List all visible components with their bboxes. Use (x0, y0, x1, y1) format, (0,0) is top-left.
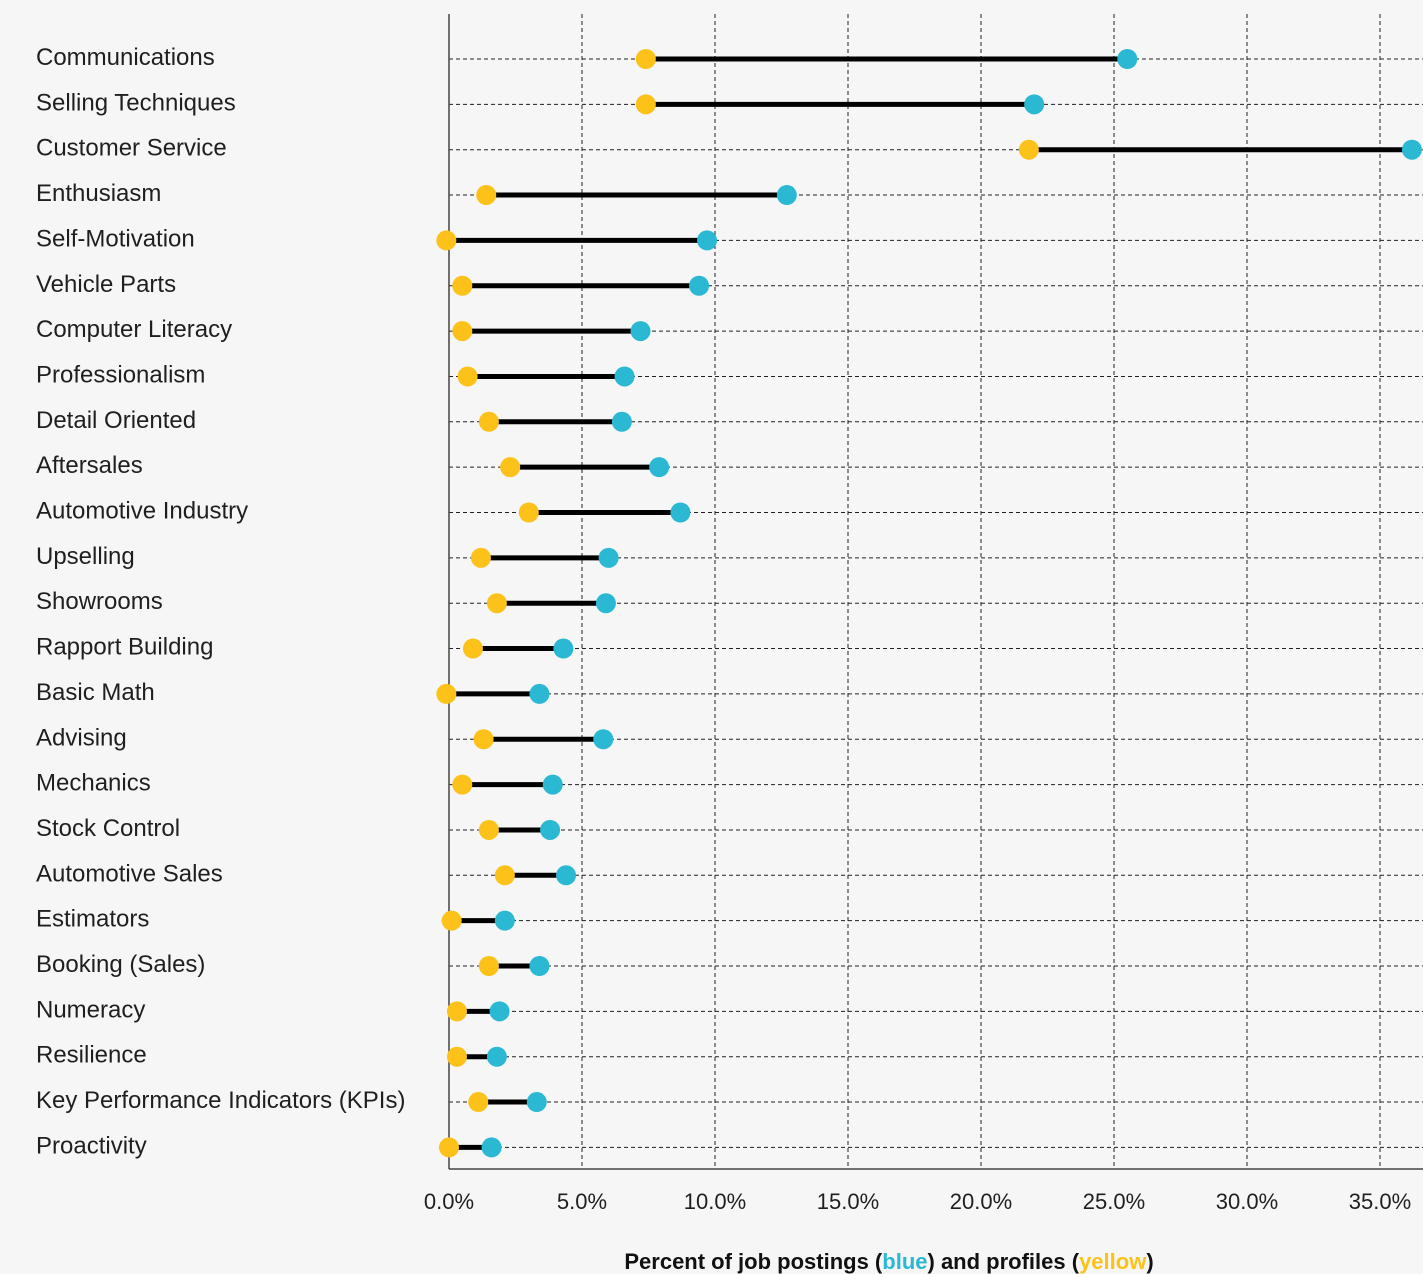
x-tick-label: 20.0% (950, 1189, 1012, 1214)
category-label: Vehicle Parts (36, 271, 176, 298)
postings-dot (553, 638, 574, 659)
postings-dot (611, 411, 632, 432)
profiles-dot (452, 275, 473, 296)
profiles-dot (436, 683, 457, 704)
category-label: Communications (36, 44, 215, 71)
x-tick-label: 35.0% (1349, 1189, 1411, 1214)
x-tick-label: 25.0% (1083, 1189, 1145, 1214)
category-label: Proactivity (36, 1132, 147, 1159)
profiles-dot (473, 729, 494, 750)
profiles-dot (452, 774, 473, 795)
profiles-dot (1018, 139, 1039, 160)
category-label: Numeracy (36, 996, 145, 1023)
category-label: Mechanics (36, 770, 151, 797)
label-layer: Communications Selling Techniques Customer… (36, 44, 405, 1159)
grid-layer (449, 14, 1423, 1169)
x-tick-label: 10.0% (684, 1189, 746, 1214)
category-label: Resilience (36, 1042, 147, 1069)
postings-dot (540, 819, 561, 840)
profiles-dot (478, 956, 499, 976)
dot-layer (436, 49, 1422, 1158)
postings-dot (526, 1092, 547, 1113)
x-tick-label: 30.0% (1216, 1189, 1278, 1214)
x-axis-title-part: ) and profiles ( (928, 1249, 1080, 1274)
profiles-dot (468, 1092, 489, 1113)
profiles-dot (457, 366, 478, 387)
postings-dot (630, 321, 651, 342)
profiles-dot (518, 502, 539, 523)
category-label: Aftersales (36, 452, 143, 479)
category-label: Estimators (36, 906, 149, 933)
category-label: Rapport Building (36, 634, 213, 661)
profiles-dot (441, 910, 462, 931)
profiles-dot (478, 819, 499, 840)
postings-dot (649, 457, 670, 478)
profiles-dot (494, 865, 515, 886)
postings-dot (556, 865, 577, 886)
profiles-dot (635, 49, 656, 69)
x-tick-label: 5.0% (557, 1189, 607, 1214)
bar-layer (446, 56, 1412, 1150)
x-axis-title-part: yellow (1079, 1249, 1147, 1274)
category-label: Showrooms (36, 588, 163, 615)
profiles-dot (439, 1137, 459, 1158)
profiles-dot (470, 547, 491, 568)
profiles-dot (446, 1001, 467, 1022)
category-label: Advising (36, 724, 127, 751)
postings-dot (486, 1046, 507, 1067)
profiles-dot (446, 1046, 467, 1067)
x-axis-title: Percent of job postings (blue) and profi… (624, 1249, 1153, 1274)
postings-dot (494, 910, 515, 931)
profiles-dot (436, 230, 457, 251)
postings-dot (595, 593, 616, 614)
postings-dot (489, 1001, 510, 1022)
x-axis-title-part: Percent of job postings ( (624, 1249, 883, 1274)
category-label: Upselling (36, 543, 135, 570)
x-axis-title-part: ) (1146, 1249, 1153, 1274)
profiles-dot (486, 593, 507, 614)
category-label: Booking (Sales) (36, 951, 205, 978)
category-label: Automotive Sales (36, 860, 223, 887)
postings-dot (598, 547, 619, 568)
category-label: Computer Literacy (36, 316, 232, 343)
postings-dot (614, 366, 635, 387)
postings-dot (593, 729, 614, 750)
x-tick-label: 15.0% (817, 1189, 879, 1214)
postings-dot (529, 956, 550, 976)
category-label: Enthusiasm (36, 180, 161, 207)
category-label: Key Performance Indicators (KPIs) (36, 1087, 405, 1114)
postings-dot (481, 1137, 502, 1158)
postings-dot (1401, 139, 1422, 160)
x-axis-title-part: blue (882, 1249, 927, 1274)
profiles-dot (476, 185, 497, 206)
category-label: Detail Oriented (36, 407, 196, 434)
profiles-dot (500, 457, 521, 478)
axis-layer: 0.0% 5.0% 10.0% 15.0% 20.0% 25.0% 30.0% 35.0% (424, 14, 1423, 1214)
profiles-dot (452, 321, 473, 342)
category-label: Self-Motivation (36, 225, 195, 252)
category-label: Basic Math (36, 679, 155, 706)
category-label: Professionalism (36, 361, 205, 388)
postings-dot (542, 774, 563, 795)
postings-dot (689, 275, 710, 296)
category-label: Customer Service (36, 135, 227, 162)
postings-dot (1024, 94, 1045, 115)
profiles-dot (462, 638, 483, 659)
category-label: Selling Techniques (36, 89, 236, 116)
profiles-dot (635, 94, 656, 115)
postings-dot (670, 502, 691, 523)
x-tick-label: 0.0% (424, 1189, 474, 1214)
profiles-dot (478, 411, 499, 432)
postings-dot (529, 683, 550, 704)
postings-dot (776, 185, 797, 206)
postings-dot (1117, 49, 1138, 69)
category-label: Stock Control (36, 815, 180, 842)
postings-dot (697, 230, 718, 251)
category-label: Automotive Industry (36, 498, 248, 525)
